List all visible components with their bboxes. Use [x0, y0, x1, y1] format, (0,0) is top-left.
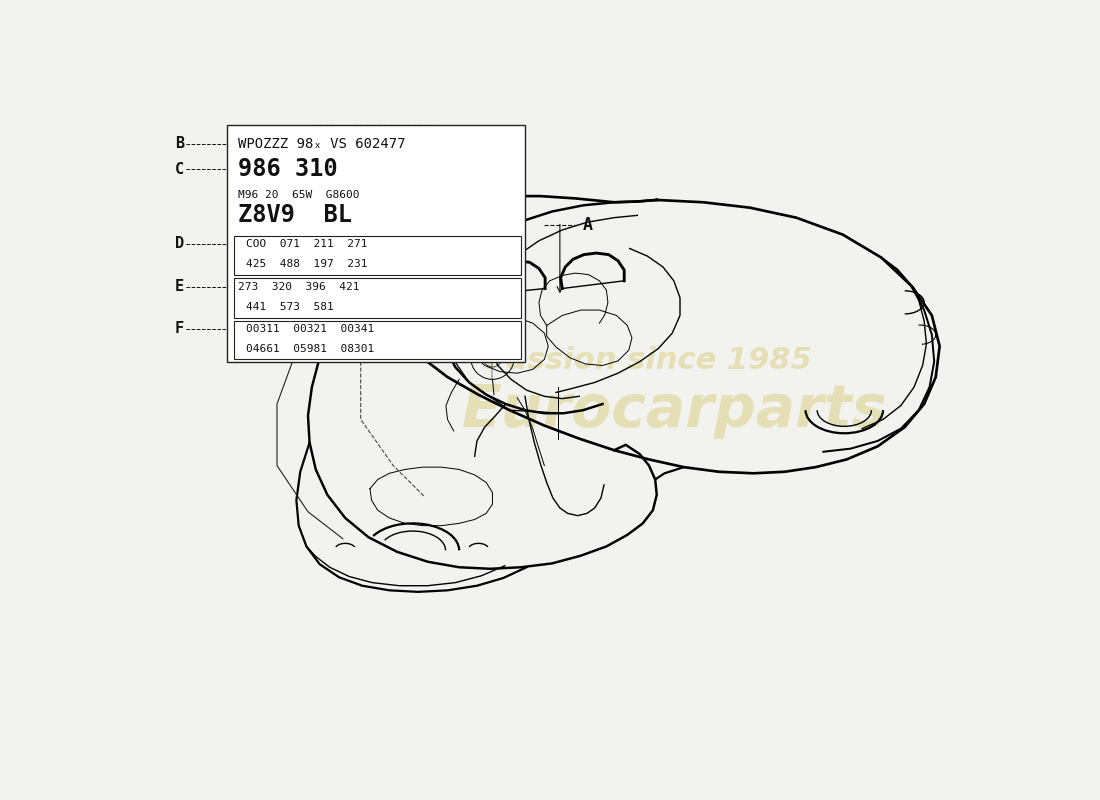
- Text: M96 20  65W  G8600: M96 20 65W G8600: [239, 190, 360, 199]
- Text: B: B: [175, 136, 184, 151]
- Text: A: A: [583, 216, 593, 234]
- Bar: [227, 126, 525, 362]
- Text: 273  320  396  421: 273 320 396 421: [239, 282, 360, 292]
- Text: 04661  05981  08301: 04661 05981 08301: [246, 343, 374, 354]
- Text: Passion since 1985: Passion since 1985: [486, 346, 812, 375]
- Text: Eurocarparts: Eurocarparts: [462, 382, 888, 438]
- Bar: [234, 236, 521, 274]
- Text: C: C: [175, 162, 184, 177]
- Text: 986 310: 986 310: [239, 157, 338, 181]
- Text: 441  573  581: 441 573 581: [246, 302, 333, 312]
- Text: 00311  00321  00341: 00311 00321 00341: [246, 323, 374, 334]
- Bar: [234, 278, 521, 318]
- Text: F: F: [175, 321, 184, 336]
- Text: COO  071  211  271: COO 071 211 271: [246, 239, 367, 249]
- Text: E: E: [175, 279, 184, 294]
- Text: Z8V9  BL: Z8V9 BL: [239, 203, 352, 227]
- Text: D: D: [175, 236, 184, 251]
- Text: 425  488  197  231: 425 488 197 231: [246, 259, 367, 269]
- Text: WPOZZZ 98ₓ VS 602477: WPOZZZ 98ₓ VS 602477: [239, 137, 406, 150]
- Bar: [234, 321, 521, 359]
